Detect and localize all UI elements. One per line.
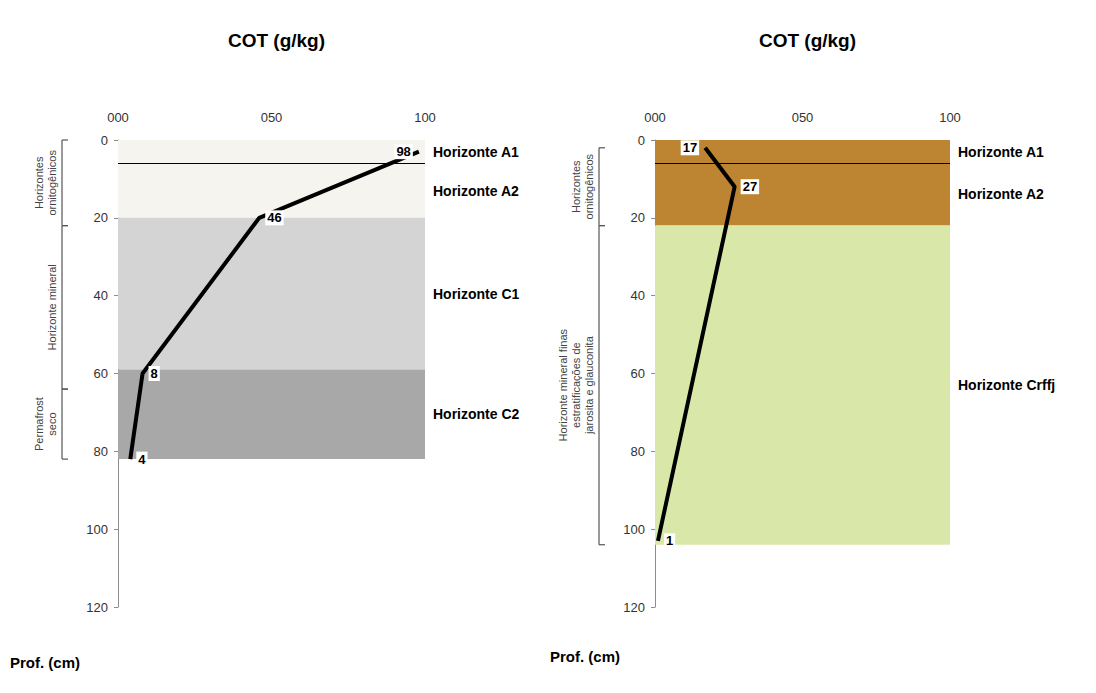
svg-text:Horizonte Crffj: Horizonte Crffj — [958, 377, 1055, 393]
svg-text:Horizonte A1: Horizonte A1 — [958, 144, 1044, 160]
svg-text:Horizonte A1: Horizonte A1 — [433, 144, 519, 160]
svg-text:4: 4 — [138, 452, 146, 467]
svg-text:Horizontes: Horizontes — [33, 156, 45, 209]
svg-text:0: 0 — [638, 133, 645, 148]
svg-text:80: 80 — [631, 444, 645, 459]
svg-text:050: 050 — [792, 110, 814, 125]
svg-text:8: 8 — [151, 366, 158, 381]
svg-text:100: 100 — [623, 522, 645, 537]
svg-text:27: 27 — [743, 179, 757, 194]
svg-text:seco: seco — [46, 412, 58, 435]
svg-text:100: 100 — [939, 110, 961, 125]
svg-text:120: 120 — [623, 600, 645, 615]
svg-text:Horizonte C1: Horizonte C1 — [433, 286, 520, 302]
svg-text:jarosita e glauconita: jarosita e glauconita — [583, 335, 595, 435]
svg-text:Horizonte A2: Horizonte A2 — [958, 186, 1044, 202]
svg-text:Horizonte mineral: Horizonte mineral — [46, 264, 58, 350]
svg-text:ornitogênicos: ornitogênicos — [583, 153, 595, 219]
svg-text:Permafrost: Permafrost — [33, 397, 45, 451]
svg-text:17: 17 — [683, 140, 697, 155]
svg-text:Horizontes: Horizontes — [570, 160, 582, 213]
svg-text:COT (g/kg): COT (g/kg) — [759, 30, 856, 51]
svg-text:Horizonte mineral finas: Horizonte mineral finas — [557, 328, 569, 441]
svg-text:Horizonte A2: Horizonte A2 — [433, 183, 519, 199]
svg-text:120: 120 — [86, 600, 108, 615]
svg-text:COT (g/kg): COT (g/kg) — [228, 30, 325, 51]
svg-text:estratificações de: estratificações de — [570, 342, 582, 428]
svg-text:0: 0 — [101, 133, 108, 148]
svg-text:000: 000 — [644, 110, 666, 125]
svg-text:20: 20 — [94, 210, 108, 225]
svg-text:46: 46 — [267, 210, 281, 225]
svg-text:60: 60 — [94, 366, 108, 381]
svg-text:20: 20 — [631, 210, 645, 225]
svg-text:80: 80 — [94, 444, 108, 459]
svg-text:98: 98 — [396, 144, 410, 159]
svg-text:40: 40 — [631, 288, 645, 303]
svg-text:Prof. (cm): Prof. (cm) — [10, 654, 80, 671]
svg-text:1: 1 — [666, 533, 673, 548]
svg-text:000: 000 — [107, 110, 129, 125]
svg-text:100: 100 — [414, 110, 436, 125]
svg-text:050: 050 — [261, 110, 283, 125]
svg-text:100: 100 — [86, 522, 108, 537]
svg-text:60: 60 — [631, 366, 645, 381]
svg-text:40: 40 — [94, 288, 108, 303]
svg-text:Prof. (cm): Prof. (cm) — [550, 648, 620, 665]
svg-text:ornitogênicos: ornitogênicos — [46, 150, 58, 216]
svg-text:Horizonte C2: Horizonte C2 — [433, 406, 520, 422]
